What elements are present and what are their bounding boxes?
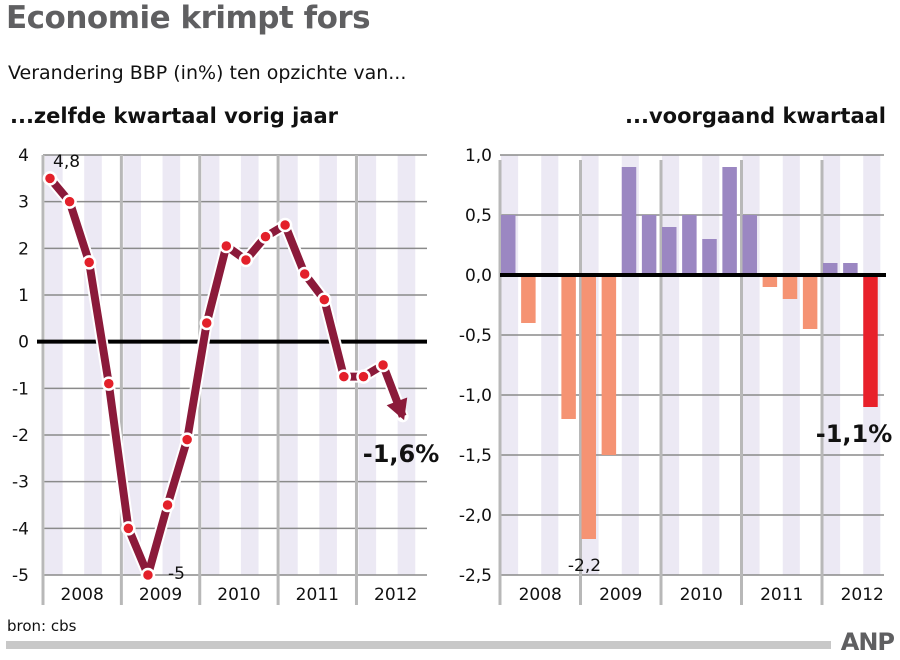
data-point — [375, 357, 391, 373]
stripe — [240, 155, 259, 575]
data-point — [140, 567, 156, 583]
y-tick-label: 2 — [18, 239, 29, 259]
x-tick-label: 2008 — [61, 585, 104, 605]
chart-title: Economie krimpt fors — [6, 0, 371, 36]
bar — [501, 215, 516, 275]
y-tick-label: 0,5 — [465, 206, 492, 226]
bar — [802, 275, 818, 329]
data-point — [219, 238, 234, 254]
bar — [662, 227, 677, 275]
annotation-min-value: -2,2 — [568, 556, 601, 576]
bar — [581, 275, 596, 539]
data-point — [277, 217, 293, 233]
bar — [722, 167, 737, 275]
bar — [702, 239, 717, 275]
stripe — [782, 155, 800, 575]
x-tick-label: 2012 — [374, 585, 417, 605]
data-point — [336, 369, 352, 384]
stripe — [358, 155, 377, 575]
y-tick-label: -4 — [12, 519, 29, 539]
bar — [782, 275, 798, 299]
data-point — [356, 369, 371, 384]
x-tick-label: 2009 — [599, 585, 642, 605]
chart-subtitle: Verandering BBP (in%) ten opzichte van..… — [8, 62, 407, 84]
data-point — [179, 432, 195, 447]
bar — [863, 275, 878, 407]
y-tick-label: -1,0 — [459, 386, 492, 406]
bar — [823, 263, 838, 275]
bar — [561, 275, 576, 419]
stripe — [823, 155, 841, 575]
bar — [762, 275, 778, 287]
y-tick-label: 1 — [18, 286, 29, 306]
bar — [682, 215, 697, 275]
annotation-first-value: 4,8 — [53, 152, 80, 172]
bar — [742, 215, 757, 275]
stripe — [541, 155, 559, 575]
y-tick-label: -1 — [12, 379, 29, 399]
y-tick-label: -0,5 — [459, 326, 492, 346]
x-tick-label: 2011 — [296, 585, 339, 605]
annotation-last-value: -1,1% — [816, 420, 893, 448]
data-point — [297, 266, 312, 282]
arrowhead-icon — [386, 397, 408, 421]
footer-divider — [6, 641, 831, 649]
annotation-min-value: -5 — [168, 564, 185, 584]
data-point — [121, 521, 136, 536]
data-point — [81, 255, 97, 270]
data-point — [238, 252, 254, 268]
stripe — [319, 155, 337, 575]
anp-logo: ANP — [840, 628, 895, 656]
bar — [621, 167, 637, 275]
stripe — [123, 155, 141, 575]
left-panel-title: ...zelfde kwartaal vorig jaar — [10, 104, 339, 128]
annotation-last-value: -1,6% — [363, 440, 440, 468]
data-point — [101, 376, 117, 391]
y-tick-label: -2,5 — [459, 566, 492, 586]
data-point — [160, 497, 175, 513]
y-tick-label: 1,0 — [465, 146, 492, 166]
stripe — [201, 155, 220, 575]
bar — [521, 275, 536, 323]
data-point — [317, 292, 332, 307]
data-point — [258, 229, 273, 244]
stripe — [662, 155, 680, 575]
y-tick-label: 4 — [18, 146, 29, 166]
x-tick-label: 2010 — [680, 585, 723, 605]
data-point — [199, 315, 214, 331]
stripe — [280, 155, 298, 575]
x-tick-label: 2008 — [519, 585, 562, 605]
source-label: bron: cbs — [7, 617, 77, 635]
y-tick-label: 0,0 — [465, 266, 492, 286]
stripe — [702, 155, 720, 575]
y-tick-label: 3 — [18, 193, 29, 213]
stripe — [45, 155, 63, 575]
bar — [641, 215, 657, 275]
y-tick-label: 0 — [18, 333, 29, 353]
y-tick-label: -2,0 — [459, 506, 492, 526]
x-tick-label: 2009 — [139, 585, 182, 605]
data-point — [42, 171, 58, 186]
x-tick-label: 2011 — [760, 585, 803, 605]
data-point — [62, 194, 77, 209]
bar — [601, 275, 617, 455]
x-tick-label: 2012 — [841, 585, 884, 605]
y-tick-label: -1,5 — [459, 446, 492, 466]
y-tick-label: -3 — [12, 473, 29, 493]
stripe — [84, 155, 102, 575]
x-tick-label: 2010 — [217, 585, 260, 605]
bar — [843, 263, 858, 275]
stripe — [397, 155, 416, 575]
y-tick-label: -2 — [12, 426, 29, 446]
right-panel-title: ...voorgaand kwartaal — [625, 104, 886, 128]
y-tick-label: -5 — [12, 566, 29, 586]
